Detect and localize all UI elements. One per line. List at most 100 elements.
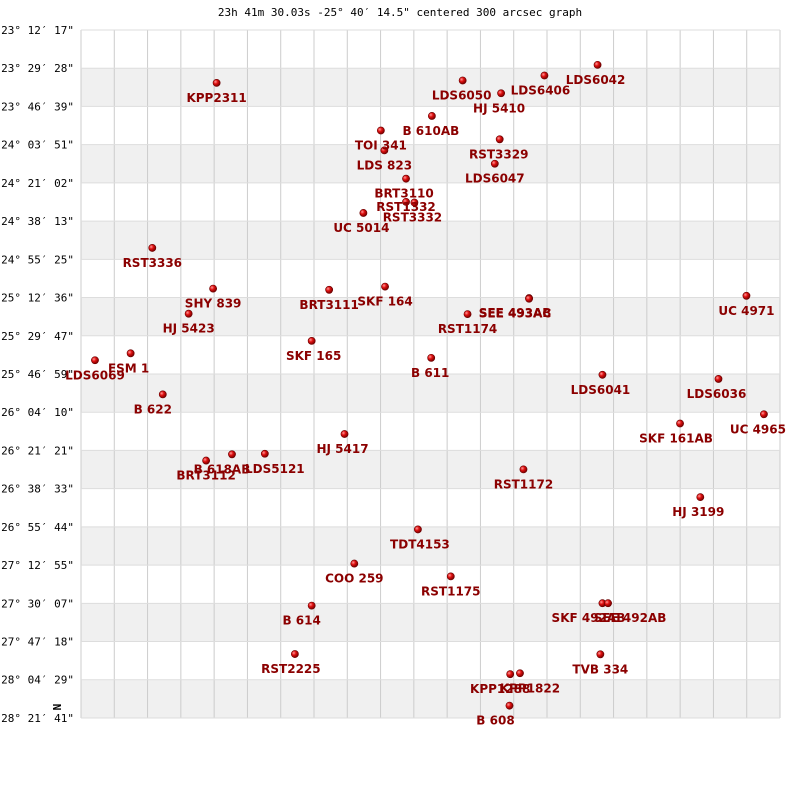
star-marker (604, 599, 612, 608)
star-marker (402, 174, 410, 183)
y-tick-label: -27° 30′ 07" (0, 597, 74, 610)
star-label: BRT3110 (374, 187, 433, 201)
y-tick-label: -28° 21′ 41" (0, 712, 74, 725)
y-tick-label: -27° 12′ 55" (0, 559, 74, 572)
y-tick-label: -28° 04′ 29" (0, 674, 74, 687)
star-marker (376, 126, 385, 135)
star-label: SEE 492AB (594, 611, 667, 625)
star-label: BRT3112 (176, 469, 235, 483)
star-label: LDS6042 (566, 73, 626, 87)
star-label: FSM 1 (108, 361, 149, 375)
star-marker (495, 135, 504, 144)
star-label: LDS6047 (465, 172, 525, 186)
star-marker (209, 284, 218, 293)
background-band (81, 488, 780, 527)
star-marker (148, 244, 157, 252)
star-marker (381, 282, 389, 291)
north-marker: N (50, 704, 63, 711)
horizontal-gridlines (81, 29, 780, 719)
star-label: SKF 161AB (639, 431, 713, 445)
background-band (81, 221, 780, 260)
star-label: SKF 165 (286, 349, 341, 363)
star-label: HJ 5417 (316, 442, 368, 456)
star-marker (340, 430, 349, 438)
y-tick-label: -23° 12′ 17" (0, 24, 74, 37)
star-label: SEE 493AC (479, 307, 552, 321)
star-marker (458, 76, 467, 85)
star-marker (714, 375, 723, 383)
star-marker (158, 390, 167, 399)
star-label: RST1332 (376, 200, 435, 214)
star-marker (505, 701, 514, 710)
background-band (81, 182, 780, 222)
y-tick-label: -26° 21′ 21" (0, 444, 74, 457)
star-label: COO 259 (325, 572, 383, 586)
star-label: LDS6050 (432, 88, 492, 102)
star-marker (184, 309, 193, 318)
y-axis-tick-labels: -23° 12′ 17" -23° 29′ 28" -23° 46′ 39" -24°… (0, 24, 74, 725)
star-label: LDS6406 (511, 84, 571, 98)
star-marker (696, 493, 705, 502)
star-label: RST1172 (494, 477, 553, 491)
star-label: LDS5121 (245, 462, 305, 476)
y-tick-label: -24° 03′ 51" (0, 139, 74, 152)
star-marker (676, 419, 684, 428)
y-tick-label: -25° 46′ 59" (0, 368, 74, 381)
star-marker (350, 559, 359, 568)
star-marker (506, 670, 515, 679)
star-marker (410, 198, 419, 207)
star-marker (126, 349, 135, 358)
star-label: TOI 341 (355, 139, 407, 153)
star-marker (446, 572, 455, 581)
y-tick-label: -26° 55′ 44" (0, 521, 74, 534)
star-label: TDT4153 (390, 537, 450, 551)
star-marker (598, 370, 607, 379)
star-label: HJ 5410 (473, 101, 525, 115)
star-label: RST3329 (469, 147, 528, 161)
background-band (81, 641, 780, 680)
background-band (81, 565, 780, 604)
background-band (81, 526, 780, 566)
star-label: KPP1288 (470, 682, 530, 696)
background-band (81, 603, 780, 642)
star-label: B 611 (411, 366, 449, 380)
star-markers (91, 60, 768, 710)
star-marker (516, 669, 524, 678)
star-marker (427, 353, 436, 362)
star-marker (290, 650, 299, 658)
star-marker (402, 197, 410, 206)
star-marker (596, 650, 605, 659)
y-tick-label: -23° 29′ 28" (0, 62, 74, 75)
star-label: LDS6069 (65, 368, 125, 382)
y-tick-label: -27° 47′ 18" (0, 636, 74, 649)
star-marker (519, 465, 528, 474)
star-marker (427, 112, 436, 120)
star-label: HJ 3199 (672, 505, 724, 519)
star-marker (463, 310, 472, 318)
star-label: BRT3111 (299, 298, 358, 312)
star-marker (91, 356, 99, 365)
background-band (81, 68, 780, 107)
star-label: RST3336 (123, 256, 182, 270)
background-band (81, 259, 780, 298)
background-band (81, 30, 780, 69)
y-tick-label: -24° 21′ 02" (0, 177, 74, 190)
star-label: LDS6041 (571, 383, 631, 397)
star-label: UC 4965 (730, 422, 786, 436)
background-band (81, 144, 780, 183)
star-marker (260, 449, 269, 458)
star-label: KPP1822 (500, 681, 560, 695)
star-label: KPP2311 (186, 91, 246, 105)
star-label: UC 4971 (718, 304, 774, 318)
star-marker (742, 291, 751, 300)
y-tick-label: -23° 46′ 39" (0, 100, 74, 113)
star-marker (307, 337, 316, 345)
star-label: B 618AB (194, 462, 251, 476)
y-tick-label: -26° 04′ 10" (0, 406, 74, 419)
star-marker (414, 525, 422, 534)
y-tick-label: -25° 12′ 36" (0, 292, 74, 305)
star-label: B 608 (476, 714, 514, 728)
y-tick-label: -24° 38′ 13" (0, 215, 74, 228)
background-band (81, 374, 780, 413)
star-marker (202, 456, 211, 465)
